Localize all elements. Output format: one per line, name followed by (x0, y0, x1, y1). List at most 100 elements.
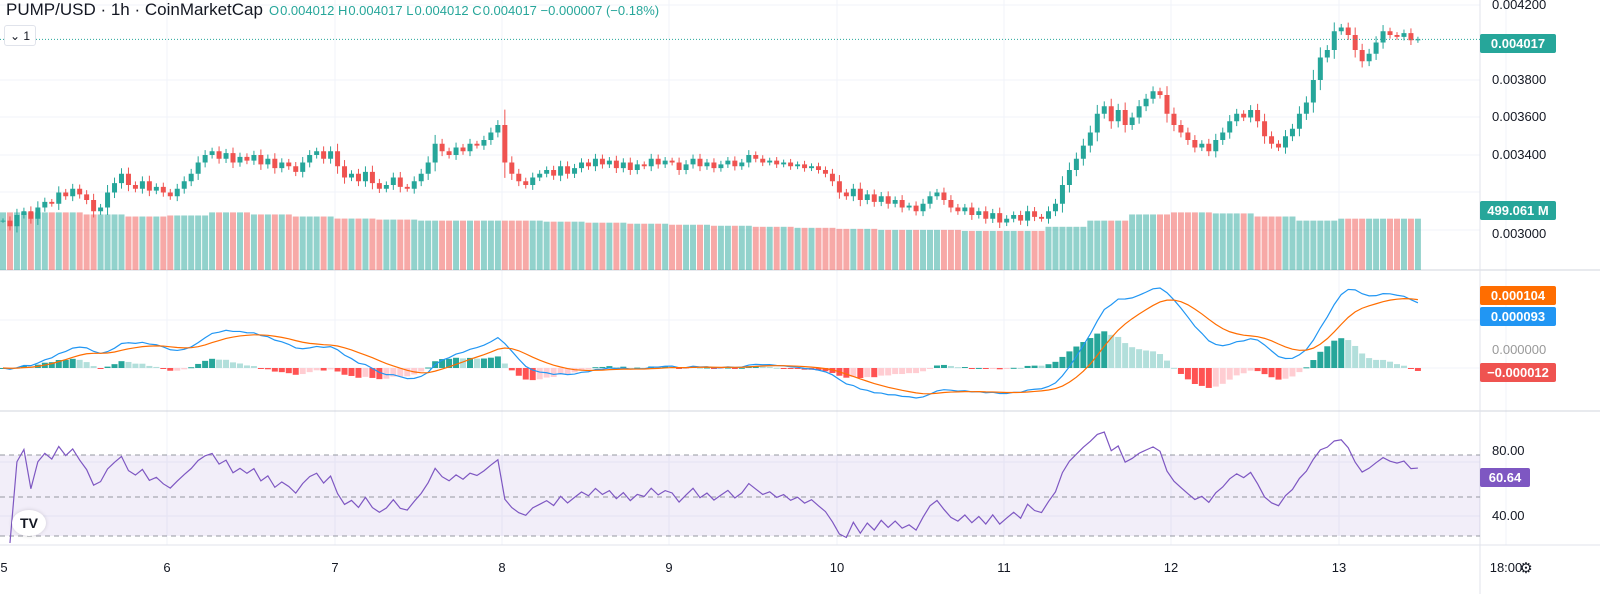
tradingview-logo[interactable]: TV (12, 510, 46, 536)
candle (1011, 215, 1017, 219)
candle (1004, 218, 1010, 223)
volume-bar (885, 229, 892, 270)
macd-histogram-bar (1345, 340, 1352, 368)
candle (620, 162, 626, 169)
macd-histogram-bar (313, 368, 320, 371)
volume-bar (181, 215, 188, 270)
candle (63, 192, 69, 197)
candle (1296, 113, 1302, 129)
candle (112, 183, 118, 193)
candle (216, 151, 222, 159)
candle (864, 194, 870, 200)
candle (544, 170, 550, 174)
volume-bar (871, 228, 878, 270)
volume-bar (947, 229, 954, 270)
macd-histogram-bar (1191, 368, 1198, 384)
candle (1387, 31, 1393, 35)
macd-histogram-bar (780, 368, 787, 369)
macd-histogram-bar (850, 368, 857, 378)
macd-histogram-bar (550, 368, 557, 378)
volume-bar (1380, 218, 1387, 270)
volume-bar (97, 214, 104, 270)
candle (774, 160, 780, 165)
candle (174, 188, 180, 197)
volume-bar (209, 212, 216, 270)
volume-bar (927, 229, 934, 270)
candle (634, 164, 640, 170)
volume-bar (1254, 216, 1261, 270)
macd-histogram-bar (592, 367, 599, 369)
volume-bar (355, 218, 362, 270)
volume-bar (982, 230, 989, 270)
candle (697, 158, 703, 167)
volume-bar (132, 216, 139, 270)
settings-gear-icon[interactable]: ⚙ (1519, 560, 1533, 577)
candle (1073, 158, 1079, 170)
histogram-badge: −0.000012 (1480, 363, 1556, 382)
candle (404, 186, 410, 189)
macd-line (2, 287, 1419, 399)
volume-bar (529, 220, 536, 270)
macd-histogram-bar (362, 368, 369, 377)
candle (1206, 143, 1212, 152)
volume-bar (1136, 214, 1143, 270)
candle (885, 196, 891, 204)
candle (878, 196, 884, 202)
candle (132, 185, 138, 189)
volume-bar (1150, 214, 1157, 270)
volume-bar (146, 216, 153, 270)
candle (788, 162, 794, 167)
macd-histogram-bar (1038, 365, 1045, 368)
candle (139, 181, 145, 189)
macd-histogram-bar (585, 368, 592, 370)
volume-bar (466, 220, 473, 270)
candle (223, 153, 229, 159)
candle (70, 188, 76, 197)
volume-bar (1143, 214, 1150, 270)
volume-bar (815, 227, 822, 270)
symbol-title[interactable]: PUMP/USD · 1h · CoinMarketCap (6, 0, 263, 19)
volume-bar (738, 225, 745, 270)
candle (579, 162, 585, 169)
macd-histogram-bar (418, 368, 425, 372)
macd-histogram-bar (1268, 368, 1275, 378)
macd-histogram-bar (264, 368, 271, 370)
collapse-indicators-button[interactable]: ⌄ 1 (4, 25, 36, 46)
macd-histogram-bar (1226, 368, 1233, 380)
volume-bar (306, 216, 313, 270)
macd-histogram-bar (1359, 353, 1366, 368)
macd-histogram-bar (202, 360, 209, 368)
candle (530, 177, 536, 185)
volume-bar (1289, 216, 1296, 270)
macd-histogram-bar (662, 366, 669, 368)
volume-bar (327, 216, 334, 270)
macd-histogram-bar (1380, 359, 1387, 368)
volume-bar (418, 220, 425, 270)
candle (251, 155, 257, 161)
volume-bar (1407, 218, 1414, 270)
macd-histogram-bar (132, 363, 139, 368)
macd-histogram-bar (759, 366, 766, 368)
volume-bar (1031, 230, 1038, 270)
candle (1394, 35, 1400, 37)
candle (84, 194, 90, 200)
candle (209, 151, 215, 155)
volume-bar (954, 229, 961, 270)
volume-bar (1045, 226, 1052, 270)
macd-histogram-bar (982, 368, 989, 369)
candle (1359, 50, 1365, 62)
candle (711, 162, 717, 169)
macd-histogram-bar (961, 367, 968, 369)
candle (683, 164, 689, 170)
volume-bar (1198, 212, 1205, 270)
macd-histogram-bar (299, 368, 306, 375)
candle (383, 185, 389, 189)
macd-histogram-bar (306, 368, 313, 373)
volume-bar (320, 216, 327, 270)
volume-bar (1233, 213, 1240, 270)
macd-histogram-bar (118, 361, 125, 368)
candle (181, 181, 187, 189)
volume-bar (1400, 218, 1407, 270)
volume-bar (174, 215, 181, 270)
